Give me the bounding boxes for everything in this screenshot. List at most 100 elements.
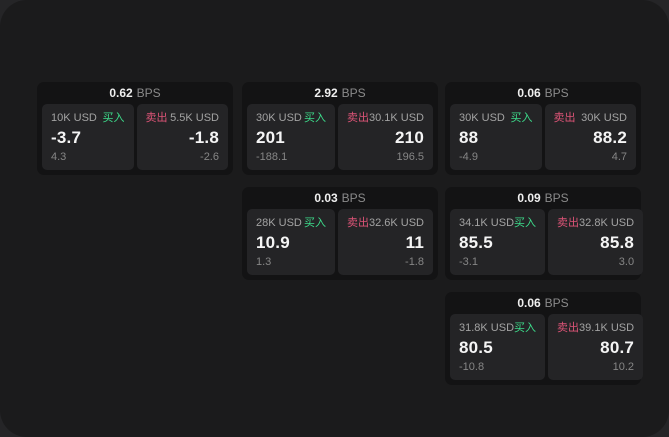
sell-panel[interactable]: 卖出 30K USD 88.2 4.7 <box>544 104 636 170</box>
bps-unit-label: BPS <box>136 86 161 100</box>
buy-side-label: 买入 <box>303 112 326 124</box>
buy-amount: 30K USD <box>459 112 505 124</box>
quote-panels: 30K USD 买入 88 -4.9 卖出 30K USD 88.2 4.7 <box>445 104 641 170</box>
buy-panel[interactable]: 30K USD 买入 201 -188.1 <box>247 104 335 170</box>
card-header: 0.03 BPS <box>242 187 438 209</box>
buy-side-label: 买入 <box>514 217 537 229</box>
quote-card: 0.03 BPS 28K USD 买入 10.9 1.3 卖出 32.6K US… <box>242 187 438 280</box>
sell-panel-header: 卖出 30K USD <box>554 112 628 124</box>
sell-side-label: 卖出 <box>145 112 168 124</box>
buy-amount: 34.1K USD <box>459 217 515 229</box>
quote-panels: 34.1K USD 买入 85.5 -3.1 卖出 32.8K USD 85.8… <box>445 209 644 275</box>
buy-delta: -10.8 <box>459 361 485 373</box>
bps-value: 0.06 <box>517 86 541 100</box>
buy-delta: -188.1 <box>256 151 288 163</box>
buy-delta: -3.1 <box>459 256 478 268</box>
buy-delta: 1.3 <box>256 256 272 268</box>
buy-panel-header: 34.1K USD 买入 <box>459 217 536 229</box>
card-header: 0.09 BPS <box>445 187 641 209</box>
sell-amount: 5.5K USD <box>170 112 219 124</box>
sell-side-label: 卖出 <box>557 322 580 334</box>
bps-unit-label: BPS <box>544 191 569 205</box>
sell-delta: -1.8 <box>405 256 424 268</box>
sell-side-label: 卖出 <box>557 217 580 229</box>
buy-panel[interactable]: 34.1K USD 买入 85.5 -3.1 <box>450 209 546 275</box>
bps-value: 0.03 <box>314 191 338 205</box>
sell-panel-header: 卖出 5.5K USD <box>146 112 220 124</box>
buy-amount: 10K USD <box>51 112 97 124</box>
buy-panel[interactable]: 31.8K USD 买入 80.5 -10.8 <box>450 314 546 380</box>
sell-price: 80.7 <box>600 338 635 357</box>
sell-panel[interactable]: 卖出 30.1K USD 210 196.5 <box>337 104 433 170</box>
sell-amount: 32.6K USD <box>368 217 424 229</box>
sell-panel-header: 卖出 30.1K USD <box>347 112 424 124</box>
sell-amount: 30.1K USD <box>368 112 424 124</box>
buy-panel[interactable]: 28K USD 买入 10.9 1.3 <box>247 209 335 275</box>
sell-panel-header: 卖出 39.1K USD <box>557 322 634 334</box>
sell-panel[interactable]: 卖出 5.5K USD -1.8 -2.6 <box>136 104 228 170</box>
sell-panel-header: 卖出 32.8K USD <box>557 217 634 229</box>
sell-price: 11 <box>405 233 424 252</box>
sell-delta: 10.2 <box>612 361 635 373</box>
sell-amount: 39.1K USD <box>579 322 635 334</box>
buy-price: 10.9 <box>256 233 290 252</box>
card-header: 2.92 BPS <box>242 82 438 104</box>
buy-amount: 30K USD <box>256 112 302 124</box>
bps-value: 0.62 <box>109 86 133 100</box>
quote-panels: 30K USD 买入 201 -188.1 卖出 30.1K USD 210 1… <box>242 104 438 170</box>
sell-price: 210 <box>395 128 424 147</box>
buy-price: 88 <box>459 128 479 147</box>
sell-panel[interactable]: 卖出 32.6K USD 11 -1.8 <box>337 209 433 275</box>
buy-price: 80.5 <box>459 338 493 357</box>
sell-panel[interactable]: 卖出 32.8K USD 85.8 3.0 <box>548 209 644 275</box>
buy-side-label: 买入 <box>303 217 326 229</box>
buy-panel[interactable]: 10K USD 买入 -3.7 4.3 <box>42 104 134 170</box>
sell-side-label: 卖出 <box>346 217 369 229</box>
sell-panel[interactable]: 卖出 39.1K USD 80.7 10.2 <box>548 314 644 380</box>
bps-value: 2.92 <box>314 86 338 100</box>
buy-side-label: 买入 <box>514 322 537 334</box>
buy-side-label: 买入 <box>510 112 533 124</box>
bps-unit-label: BPS <box>341 86 366 100</box>
sell-delta: 196.5 <box>396 151 424 163</box>
sell-price: -1.8 <box>188 128 219 147</box>
quote-card: 0.62 BPS 10K USD 买入 -3.7 4.3 卖出 5.5K USD… <box>37 82 233 175</box>
buy-panel[interactable]: 30K USD 买入 88 -4.9 <box>450 104 542 170</box>
buy-panel-header: 30K USD 买入 <box>256 112 326 124</box>
bps-unit-label: BPS <box>544 86 569 100</box>
quote-card: 2.92 BPS 30K USD 买入 201 -188.1 卖出 30.1K … <box>242 82 438 175</box>
buy-side-label: 买入 <box>102 112 125 124</box>
buy-delta: -4.9 <box>459 151 478 163</box>
sell-side-label: 卖出 <box>346 112 369 124</box>
quote-panels: 31.8K USD 买入 80.5 -10.8 卖出 39.1K USD 80.… <box>445 314 644 380</box>
bps-unit-label: BPS <box>544 296 569 310</box>
buy-amount: 28K USD <box>256 217 302 229</box>
sell-delta: 3.0 <box>618 256 635 268</box>
sell-amount: 32.8K USD <box>579 217 635 229</box>
buy-panel-header: 28K USD 买入 <box>256 217 326 229</box>
quote-card: 0.06 BPS 31.8K USD 买入 80.5 -10.8 卖出 39.1… <box>445 292 644 385</box>
buy-panel-header: 10K USD 买入 <box>51 112 125 124</box>
sell-panel-header: 卖出 32.6K USD <box>347 217 424 229</box>
bps-unit-label: BPS <box>341 191 366 205</box>
bps-value: 0.09 <box>517 191 541 205</box>
sell-amount: 30K USD <box>581 112 627 124</box>
buy-price: 201 <box>256 128 285 147</box>
quote-panels: 28K USD 买入 10.9 1.3 卖出 32.6K USD 11 -1.8 <box>242 209 438 275</box>
buy-delta: 4.3 <box>51 151 67 163</box>
card-header: 0.06 BPS <box>445 292 641 314</box>
buy-panel-header: 31.8K USD 买入 <box>459 322 536 334</box>
sell-price: 85.8 <box>600 233 635 252</box>
card-header: 0.06 BPS <box>445 82 641 104</box>
sell-price: 88.2 <box>593 128 627 147</box>
sell-delta: -2.6 <box>200 151 219 163</box>
card-header: 0.62 BPS <box>37 82 233 104</box>
quote-card: 0.06 BPS 30K USD 买入 88 -4.9 卖出 30K USD 8… <box>445 82 641 175</box>
buy-panel-header: 30K USD 买入 <box>459 112 533 124</box>
buy-price: -3.7 <box>51 128 82 147</box>
quote-panels: 10K USD 买入 -3.7 4.3 卖出 5.5K USD -1.8 -2.… <box>37 104 233 170</box>
buy-amount: 31.8K USD <box>459 322 515 334</box>
sell-delta: 4.7 <box>611 151 627 163</box>
